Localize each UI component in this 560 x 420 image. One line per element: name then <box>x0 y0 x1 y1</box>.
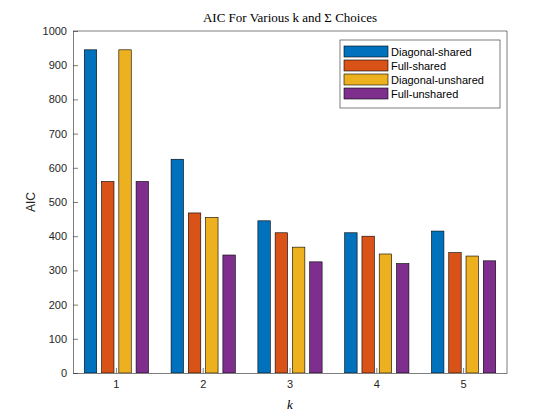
y-tick: 0 <box>61 367 78 379</box>
tick-mark <box>376 368 377 373</box>
bar <box>431 231 443 373</box>
x-axis-title: k <box>287 397 293 412</box>
bar <box>362 236 374 373</box>
tick-label: 2 <box>200 378 206 390</box>
tick-label: 0 <box>61 367 67 379</box>
tick-label: 800 <box>49 93 67 105</box>
x-tick: 1 <box>113 368 119 390</box>
y-tick: 500 <box>49 196 78 208</box>
legend-label: Full-shared <box>391 60 446 72</box>
plot-area: 0 100 200 300 400 500 600 700 800 900 1000 1 2 3 4 5 Dia… <box>43 25 508 390</box>
legend-swatch <box>344 74 388 85</box>
legend-item: Full-shared <box>344 60 446 72</box>
tick-label: 300 <box>49 264 67 276</box>
legend-label: Diagonal-shared <box>391 46 472 58</box>
plot-background <box>73 31 507 373</box>
tick-mark <box>73 236 78 237</box>
tick-label: 100 <box>49 333 67 345</box>
tick-label: 900 <box>49 59 67 71</box>
y-tick: 300 <box>49 264 78 276</box>
legend-item: Diagonal-unshared <box>344 74 484 86</box>
frame <box>507 31 508 373</box>
bar <box>84 50 96 373</box>
y-tick: 800 <box>49 93 78 105</box>
bar <box>275 233 287 373</box>
tick-label: 200 <box>49 299 67 311</box>
y-tick: 400 <box>49 230 78 242</box>
tick-mark <box>463 368 464 373</box>
axis-line <box>74 373 508 374</box>
legend-label: Diagonal-unshared <box>391 74 484 86</box>
bar <box>171 159 183 373</box>
y-axis: 0 100 200 300 400 500 600 700 800 900 1000 <box>43 25 78 379</box>
x-tick: 3 <box>287 368 293 390</box>
tick-mark <box>290 368 291 373</box>
y-tick: 700 <box>49 128 78 140</box>
tick-mark <box>203 368 204 373</box>
bar <box>449 253 461 373</box>
tick-mark <box>73 99 78 100</box>
tick-mark <box>73 305 78 306</box>
y-tick: 200 <box>49 299 78 311</box>
bar <box>310 262 322 373</box>
tick-label: 5 <box>461 378 467 390</box>
tick-label: 600 <box>49 162 67 174</box>
tick-label: 3 <box>287 378 293 390</box>
tick-label: 700 <box>49 128 67 140</box>
tick-mark <box>73 168 78 169</box>
tick-mark <box>73 202 78 203</box>
legend-label: Full-unshared <box>391 88 458 100</box>
x-tick: 4 <box>374 368 380 390</box>
bar <box>483 261 495 373</box>
y-axis-title: AIC <box>24 192 38 212</box>
tick-label: 1 <box>113 378 119 390</box>
bar <box>223 255 235 373</box>
tick-mark <box>73 65 78 66</box>
tick-mark <box>73 134 78 135</box>
title: AIC For Various k and Σ Choices <box>203 10 377 25</box>
x-axis: 1 2 3 4 5 <box>74 368 508 390</box>
legend-box <box>340 40 500 108</box>
y-tick: 900 <box>49 59 78 71</box>
x-tick: 5 <box>461 368 467 390</box>
bars <box>84 50 495 373</box>
bar <box>102 181 114 373</box>
y-tick: 1000 <box>43 25 78 37</box>
legend-item: Diagonal-shared <box>344 46 472 58</box>
bar <box>345 233 357 373</box>
chart: 0 100 200 300 400 500 600 700 800 900 1000 1 2 3 4 5 Dia… <box>0 0 560 420</box>
bar <box>136 181 148 373</box>
legend-swatch <box>344 88 388 99</box>
tick-label: 500 <box>49 196 67 208</box>
frame <box>73 31 507 32</box>
tick-mark <box>116 368 117 373</box>
bar <box>292 247 304 373</box>
y-tick: 100 <box>49 333 78 345</box>
tick-label: 4 <box>374 378 380 390</box>
bar <box>466 256 478 373</box>
bar <box>258 221 270 373</box>
bar <box>396 264 408 373</box>
x-tick: 2 <box>200 368 206 390</box>
tick-mark <box>73 339 78 340</box>
tick-mark <box>73 270 78 271</box>
bar <box>206 217 218 373</box>
legend-swatch <box>344 60 388 71</box>
bar <box>379 254 391 373</box>
bar <box>119 50 131 373</box>
tick-label: 400 <box>49 230 67 242</box>
legend-swatch <box>344 46 388 57</box>
legend: Diagonal-shared Full-shared Diagonal-unsha… <box>340 40 500 108</box>
legend-item: Full-unshared <box>344 88 458 100</box>
bar <box>188 213 200 373</box>
tick-label: 1000 <box>43 25 67 37</box>
y-tick: 600 <box>49 162 78 174</box>
tick-mark <box>73 31 78 32</box>
